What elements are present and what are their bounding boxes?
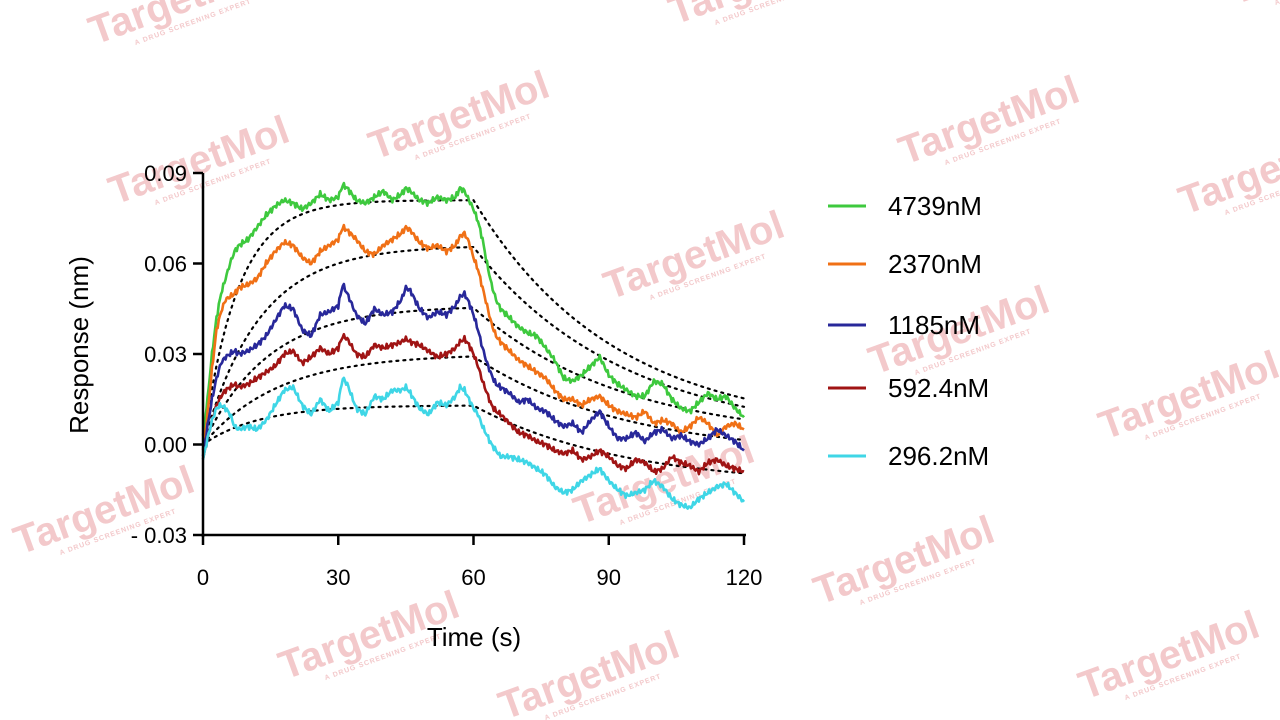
series-line <box>201 332 745 476</box>
fit-curve <box>201 306 746 446</box>
legend-label: 1185nM <box>888 310 980 340</box>
y-tick-label: 0.06 <box>144 252 187 277</box>
legend-label: 592.4nM <box>888 373 989 403</box>
legend-entry: 592.4nM <box>828 373 989 403</box>
legend-label: 296.2nM <box>888 441 989 471</box>
x-tick-label: 120 <box>726 565 763 590</box>
x-tick-label: 30 <box>326 565 350 590</box>
svg-text:TargetMol: TargetMol <box>1223 0 1280 13</box>
legend-entry: 4739nM <box>828 191 982 221</box>
plot-area: - 0.03 0.00 0.03 0.06 0.09 0 30 60 90 120 <box>131 161 763 590</box>
fit-curve <box>201 245 746 446</box>
y-tick-label: 0.09 <box>144 161 187 186</box>
y-axis-title: Response (nm) <box>64 256 94 434</box>
legend-entry: 1185nM <box>828 310 980 340</box>
legend-label: 2370nM <box>888 249 982 279</box>
fit-curve <box>201 199 746 446</box>
data-series <box>201 181 746 510</box>
y-tick-label: - 0.03 <box>131 523 187 548</box>
fit-curve <box>201 404 746 475</box>
series-line <box>201 181 746 436</box>
x-tick-label: 60 <box>461 565 485 590</box>
series-line <box>201 376 746 510</box>
legend-entry: 2370nM <box>828 249 982 279</box>
series-line <box>201 282 745 457</box>
y-axis-ticks: - 0.03 0.00 0.03 0.06 0.09 <box>131 161 203 548</box>
legend: 4739nM 2370nM 1185nM 592.4nM 296.2nM <box>828 191 989 471</box>
x-tick-label: 0 <box>197 565 209 590</box>
legend-label: 4739nM <box>888 191 982 221</box>
x-axis-ticks: 0 30 60 90 120 <box>197 535 762 590</box>
series-line <box>201 223 745 451</box>
x-axis-title: Time (s) <box>427 622 521 652</box>
svg-text:A DRUG SCREENING EXPERT: A DRUG SCREENING EXPERT <box>1274 0 1280 7</box>
x-tick-label: 90 <box>597 565 621 590</box>
legend-entry: 296.2nM <box>828 441 989 471</box>
y-tick-label: 0.00 <box>144 433 187 458</box>
y-tick-label: 0.03 <box>144 342 187 367</box>
svg-text:TargetMol: TargetMol <box>1173 118 1280 224</box>
